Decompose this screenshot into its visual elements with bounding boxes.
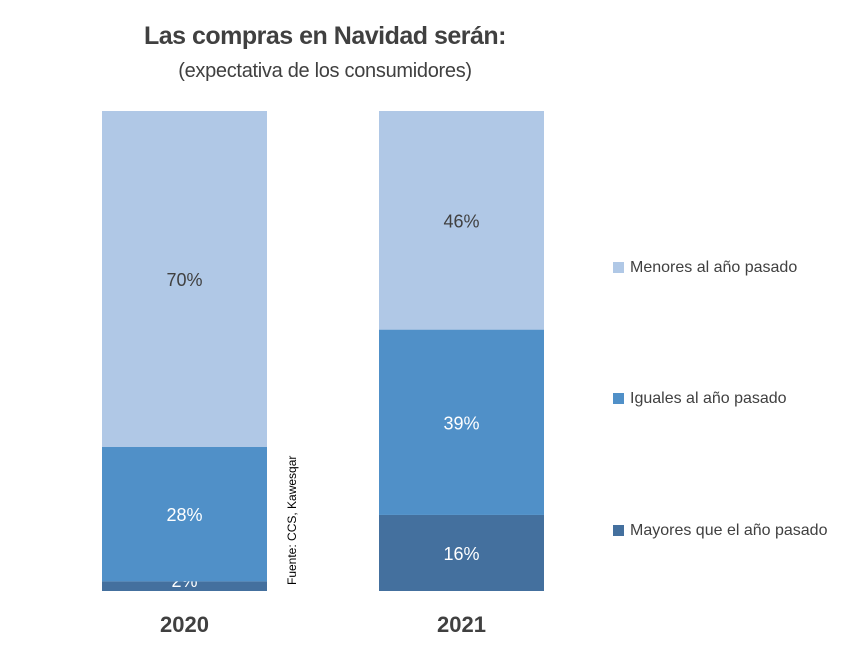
bar-segment-2020-iguales xyxy=(102,447,267,582)
bar-segment-2021-iguales xyxy=(379,329,544,515)
source-note: Fuente: CCS, Kawesqar xyxy=(285,455,299,585)
legend-swatch-mayores xyxy=(613,525,624,536)
bar-segment-2021-menores xyxy=(379,111,544,330)
legend-swatch-iguales xyxy=(613,393,624,404)
data-label-2021-mayores: 16% xyxy=(443,544,479,564)
legend-label-mayores: Mayores que el año pasado xyxy=(630,522,828,539)
bar-segment-2020-mayores xyxy=(102,581,267,591)
chart-subtitle: (expectativa de los consumidores) xyxy=(178,60,472,82)
legend-swatch-menores xyxy=(613,262,624,273)
data-label-2020-menores: 70% xyxy=(166,270,202,290)
data-label-2021-menores: 46% xyxy=(443,211,479,231)
legend-label-menores: Menores al año pasado xyxy=(630,259,798,276)
category-label-2020: 2020 xyxy=(160,612,209,637)
category-label-2021: 2021 xyxy=(437,612,486,637)
chart-title: Las compras en Navidad serán: xyxy=(143,22,507,50)
bar-segment-2021-mayores xyxy=(379,514,544,591)
data-label-2021-iguales: 39% xyxy=(443,413,479,433)
bar-segment-2020-menores xyxy=(102,111,267,447)
data-label-2020-iguales: 28% xyxy=(166,505,202,525)
legend-label-iguales: Iguales al año pasado xyxy=(630,390,787,407)
